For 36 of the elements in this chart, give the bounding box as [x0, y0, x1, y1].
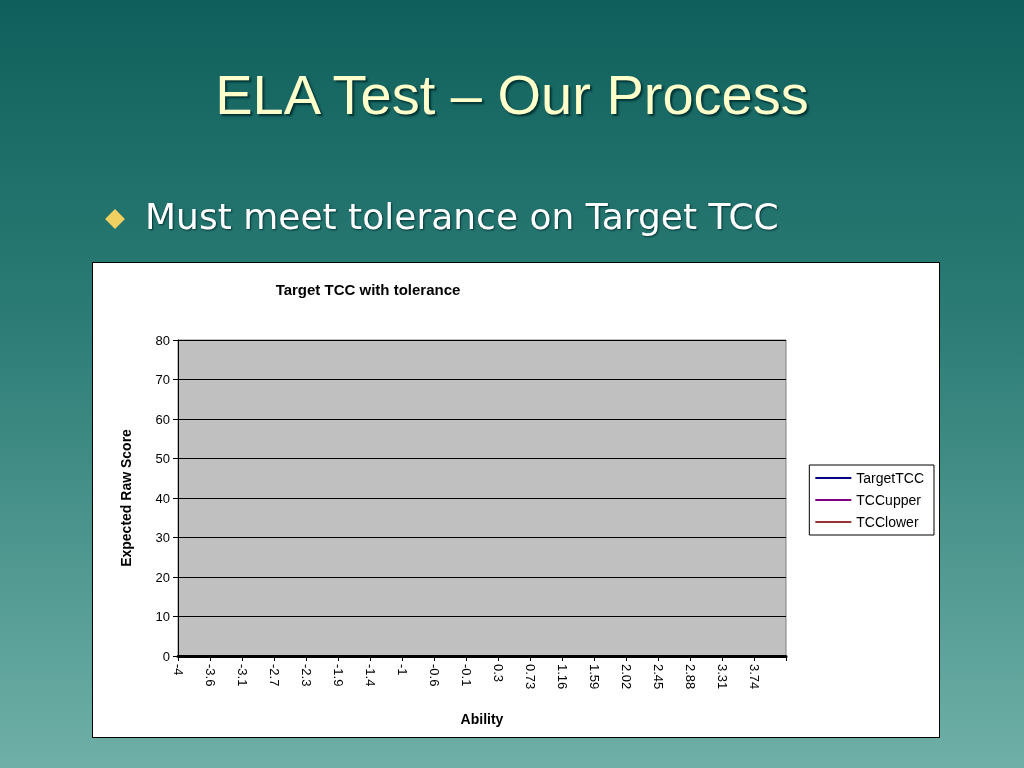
- x-tick-label: -2.7: [266, 664, 282, 687]
- x-tick-label: -1: [394, 664, 410, 676]
- y-tick-label: 70: [155, 372, 170, 387]
- y-tick-label: 50: [155, 451, 170, 466]
- y-tick-label: 10: [155, 609, 170, 624]
- legend-label: TCClower: [856, 514, 919, 530]
- x-tick-label: 2.02: [618, 664, 634, 690]
- y-tick-label: 40: [155, 490, 170, 506]
- x-tick-label: 3.31: [714, 664, 730, 690]
- x-axis-title: Ability: [460, 711, 504, 727]
- x-tick-label: 0.3: [490, 664, 506, 683]
- x-tick-label: -0.1: [458, 664, 474, 687]
- x-tick-label: 2.88: [682, 664, 698, 690]
- chart-title: Target TCC with tolerance: [275, 281, 461, 298]
- x-tick-label: -3.1: [234, 664, 250, 687]
- x-tick-label: -2.3: [298, 664, 314, 687]
- x-tick-label: -3.6: [202, 664, 218, 687]
- legend-label: TCCupper: [856, 492, 922, 508]
- x-tick-label: 1.16: [554, 664, 570, 690]
- y-tick-label: 20: [155, 569, 170, 585]
- x-tick-label: -1.4: [362, 664, 378, 687]
- x-tick-label: 1.59: [586, 664, 602, 690]
- x-tick-label: -1.9: [330, 664, 346, 687]
- y-tick-label: 0: [162, 648, 170, 664]
- y-tick-label: 60: [155, 411, 170, 427]
- x-tick-label: 2.45: [650, 664, 666, 690]
- x-tick-label: 0.73: [522, 664, 538, 690]
- legend-label: TargetTCC: [856, 470, 924, 486]
- x-tick-label: -4: [170, 664, 186, 676]
- y-tick-label: 30: [155, 530, 170, 545]
- y-axis-title: Expected Raw Score: [118, 428, 134, 567]
- y-tick-label: 80: [155, 332, 170, 348]
- text: ELA Test – Our Process: [214, 62, 810, 127]
- x-tick-label: -0.6: [426, 664, 442, 687]
- text: Must meet tolerance on Target TCC: [145, 196, 779, 237]
- x-tick-label: 3.74: [746, 664, 762, 690]
